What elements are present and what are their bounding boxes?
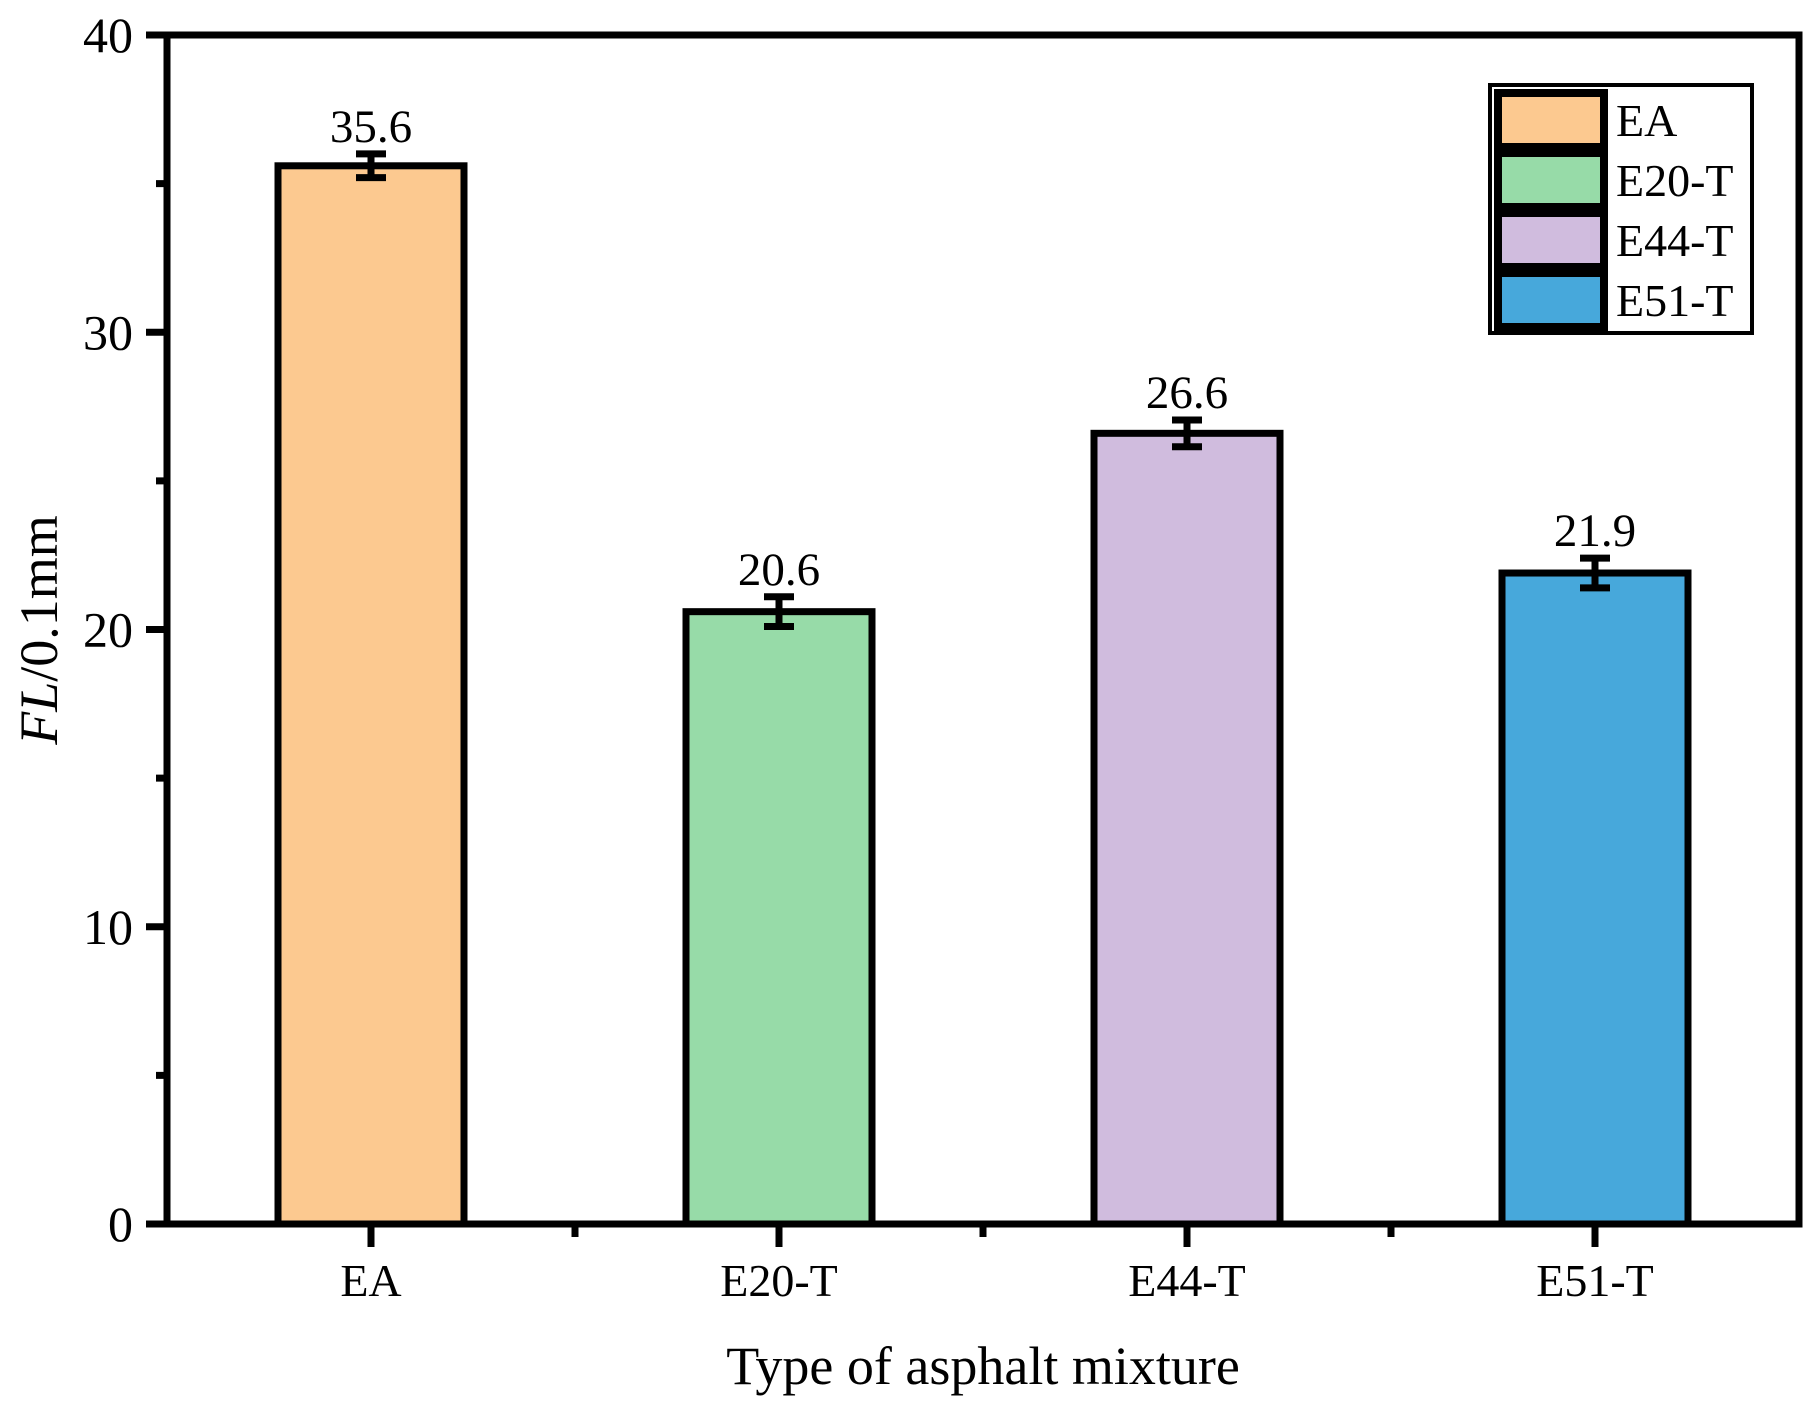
- bar-E20-T: [682, 608, 876, 1228]
- legend-swatch-E44-T: [1494, 209, 1608, 271]
- legend-label-E51-T: E51-T: [1616, 275, 1734, 326]
- category-labels-group: EA E20-T E44-T E51-T: [340, 1255, 1653, 1306]
- legend-label-E20-T: E20-T: [1616, 155, 1734, 206]
- value-label-E20-T: 20.6: [738, 544, 820, 596]
- bar-E44-T: [1090, 429, 1284, 1228]
- bars-group: [274, 162, 1692, 1228]
- x-category-label: EA: [340, 1255, 401, 1306]
- y-tick-label: 0: [108, 1196, 133, 1252]
- x-category-label: E51-T: [1536, 1255, 1654, 1306]
- y-axis-ticks: 0 10 20 30 40: [83, 7, 167, 1252]
- legend-swatch-EA: [1494, 89, 1608, 151]
- y-tick-label: 30: [83, 304, 133, 360]
- x-axis-ticks: [367, 1224, 1599, 1247]
- y-axis-title: FL/0.1mm: [9, 515, 69, 746]
- value-label-E44-T: 26.6: [1146, 367, 1228, 419]
- y-axis-title-italic-part: FL: [9, 682, 69, 746]
- x-axis-title: Type of asphalt mixture: [726, 1336, 1240, 1396]
- error-bars-group: [356, 150, 1610, 631]
- legend-swatch-E20-T: [1494, 149, 1608, 211]
- value-label-EA: 35.6: [330, 101, 412, 153]
- value-labels-group: 35.6 20.6 26.6 21.9: [330, 101, 1636, 596]
- legend: EA E20-T E44-T E51-T: [1488, 83, 1754, 335]
- bar-EA: [274, 162, 468, 1228]
- x-category-label: E20-T: [720, 1255, 838, 1306]
- value-label-E51-T: 21.9: [1554, 505, 1636, 557]
- y-tick-label: 40: [83, 7, 133, 63]
- x-category-label: E44-T: [1128, 1255, 1246, 1306]
- y-tick-label: 10: [83, 899, 133, 955]
- y-axis-title-rest-part: /0.1mm: [9, 515, 69, 682]
- bar-E51-T: [1498, 569, 1692, 1228]
- legend-label-E44-T: E44-T: [1616, 215, 1734, 266]
- legend-swatch-E51-T: [1494, 269, 1608, 331]
- y-tick-label: 20: [83, 602, 133, 658]
- legend-label-EA: EA: [1616, 95, 1677, 146]
